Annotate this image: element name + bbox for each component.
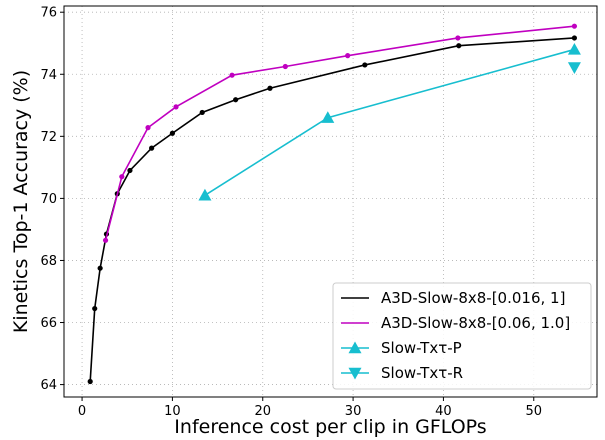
data-point (571, 23, 578, 29)
series-line (89, 37, 575, 382)
legend-item: Slow-Txτ-R (341, 364, 463, 382)
legend-label: A3D-Slow-8x8-[0.016, 1] (381, 289, 565, 307)
data-point (198, 188, 212, 201)
data-point (97, 265, 103, 271)
y-tick-label: 72 (40, 130, 57, 145)
legend-marker (348, 341, 362, 354)
data-point (229, 72, 235, 78)
x-tick-label: 30 (345, 404, 362, 419)
y-tick-label: 76 (40, 6, 57, 21)
x-tick-label: 10 (164, 404, 181, 419)
x-tick-label: 50 (525, 404, 542, 419)
legend-box (332, 282, 592, 390)
data-point (102, 237, 109, 243)
y-axis-title: Kinetics Top-1 Accuracy (%) (10, 70, 32, 333)
series-layer (87, 23, 581, 385)
series-line (104, 25, 575, 241)
data-point (127, 167, 133, 174)
y-tick-label: 74 (40, 68, 57, 83)
data-point (87, 378, 93, 385)
data-point (282, 63, 288, 70)
data-point (567, 62, 581, 74)
data-point (567, 42, 581, 55)
legend-label: A3D-Slow-8x8-[0.06, 1.0] (381, 314, 570, 332)
x-tick-label: 20 (254, 404, 271, 419)
legend-label: Slow-Txτ-P (381, 339, 462, 357)
x-tick-label: 0 (78, 404, 86, 419)
data-point (145, 125, 151, 131)
data-point (321, 111, 335, 123)
data-point (267, 85, 273, 91)
data-point (455, 35, 461, 41)
legend: A3D-Slow-8x8-[0.016, 1] A3D-Slow-8x8-[0.0… (332, 282, 592, 390)
data-point (362, 62, 368, 68)
data-point (345, 53, 351, 59)
legend-marker (348, 367, 362, 380)
data-point (92, 305, 98, 312)
series-3 (567, 62, 581, 74)
legend-item: Slow-Txτ-P (341, 339, 462, 357)
legend-item: A3D-Slow-8x8-[0.06, 1.0] (341, 314, 570, 332)
legend-label: Slow-Txτ-R (381, 364, 463, 382)
y-tick-label: 64 (40, 378, 57, 393)
data-point (173, 104, 179, 110)
x-axis-title: Inference cost per clip in GFLOPs (174, 416, 486, 438)
y-tick-label: 68 (40, 254, 57, 269)
data-point (149, 145, 155, 151)
data-point (233, 97, 239, 103)
data-point (571, 35, 578, 41)
axis-ticks: 0 10 20 30 40 50 64 66 68 70 72 74 76 (40, 6, 542, 419)
series-2 (198, 42, 581, 201)
data-point (119, 174, 125, 180)
plot-area-frame (63, 5, 598, 398)
x-tick-label: 40 (435, 404, 452, 419)
data-point (199, 109, 205, 116)
series-1 (102, 23, 578, 243)
data-point (169, 130, 176, 136)
data-point (456, 43, 462, 49)
legend-item: A3D-Slow-8x8-[0.016, 1] (341, 289, 565, 307)
y-tick-label: 66 (40, 316, 57, 331)
y-tick-label: 70 (40, 192, 57, 207)
